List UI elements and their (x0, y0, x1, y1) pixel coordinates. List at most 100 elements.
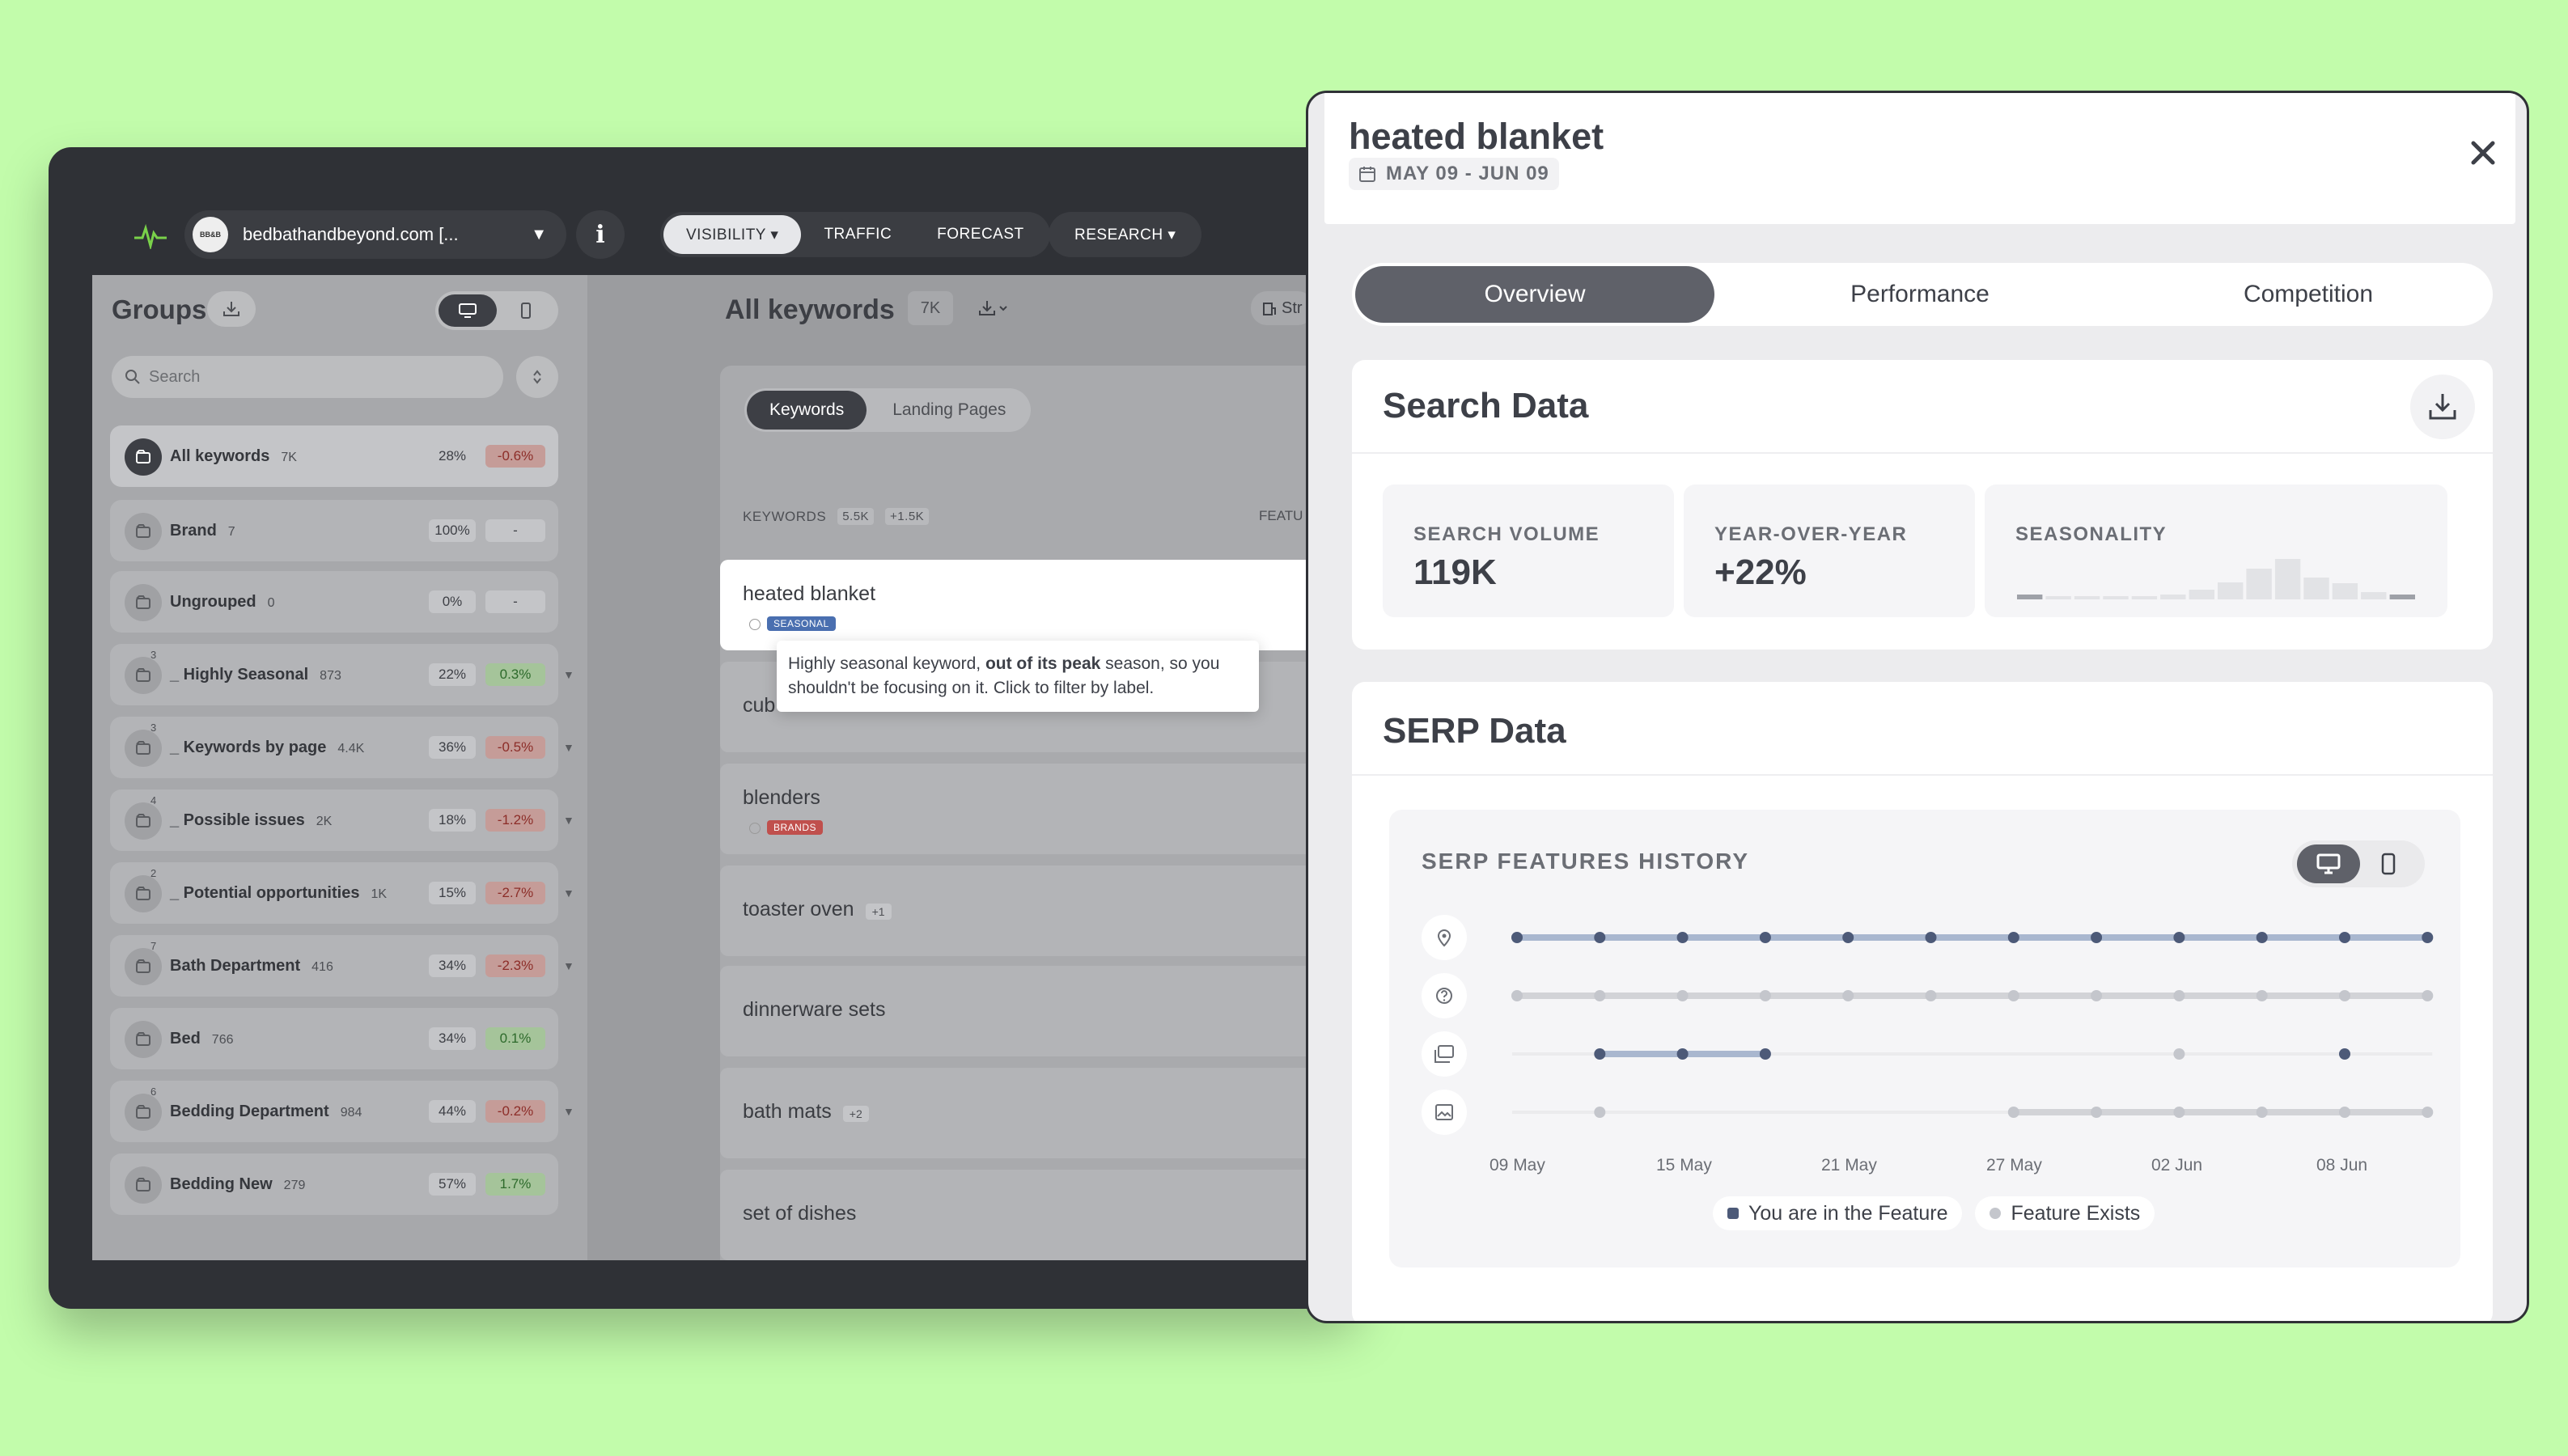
feature-point[interactable] (1676, 1048, 1689, 1060)
group-row[interactable]: All keywords 7K 28% -0.6% (110, 425, 558, 487)
group-count: 984 (340, 1105, 362, 1120)
desktop-toggle[interactable] (439, 294, 497, 327)
nav-research[interactable]: RESEARCH ▾ (1074, 226, 1176, 243)
feature-point[interactable] (2091, 1107, 2103, 1118)
feature-point[interactable] (1842, 990, 1854, 1001)
group-row[interactable]: Ungrouped 0 0% - (110, 571, 558, 633)
feature-point[interactable] (2422, 932, 2434, 943)
tab-landing-pages[interactable]: Landing Pages (892, 400, 1006, 419)
feature-point[interactable] (2256, 1107, 2268, 1118)
feature-point[interactable] (2422, 990, 2434, 1001)
feature-point[interactable] (2173, 990, 2185, 1001)
feature-point[interactable] (1759, 932, 1771, 943)
feature-point[interactable] (1594, 1048, 1606, 1060)
keyword-row[interactable]: blenders BRANDS (720, 764, 1359, 854)
site-selector[interactable]: BB&B bedbathandbeyond.com [... ▼ (184, 210, 566, 259)
serp-desktop-toggle[interactable] (2297, 844, 2360, 883)
group-row[interactable]: 3 _ Keywords by page 4.4K 36% -0.5% ▼ (110, 717, 574, 778)
feature-point[interactable] (2091, 990, 2103, 1001)
feature-point[interactable] (2007, 932, 2019, 943)
group-row[interactable]: Brand 7 100% - (110, 500, 558, 561)
groups-search-input[interactable]: Search (112, 356, 503, 398)
feature-point[interactable] (2339, 1107, 2350, 1118)
feature-point[interactable] (2173, 1048, 2185, 1060)
chevron-down-icon[interactable]: ▼ (563, 959, 574, 972)
feature-point[interactable] (2256, 932, 2268, 943)
tab-overview[interactable]: Overview (1355, 266, 1714, 323)
search-placeholder: Search (149, 367, 201, 386)
chevron-down-icon[interactable]: ▼ (563, 668, 574, 681)
feature-point[interactable] (2339, 1048, 2350, 1060)
feature-point[interactable] (1925, 990, 1937, 1001)
nav-visibility[interactable]: VISIBILITY ▾ (663, 215, 802, 254)
feature-point[interactable] (1676, 990, 1689, 1001)
feature-point[interactable] (2007, 990, 2019, 1001)
info-button[interactable]: i (576, 210, 625, 259)
feature-point[interactable] (1676, 932, 1689, 943)
feature-point[interactable] (1594, 1107, 1606, 1118)
feature-point[interactable] (2173, 1107, 2185, 1118)
top-bar: BB&B bedbathandbeyond.com [... ▼ i VISIB… (49, 147, 1359, 275)
feature-point[interactable] (2091, 932, 2103, 943)
feature-point[interactable] (1594, 932, 1606, 943)
keyword-row[interactable]: set of dishes (720, 1170, 1359, 1260)
date-range[interactable]: MAY 09 - JUN 09 (1349, 158, 1559, 190)
keywords-column-header[interactable]: KEYWORDS 5.5K +1.5K (743, 508, 930, 525)
keywords-panel: All keywords 7K Str Keywords Landing Pag… (587, 275, 1359, 1260)
feature-point[interactable] (2256, 990, 2268, 1001)
keyword-label-badge[interactable]: SEASONAL (743, 616, 842, 632)
keyword-row[interactable]: dinnerware sets (720, 966, 1359, 1056)
feature-point[interactable] (2339, 932, 2350, 943)
legend-in-feature[interactable]: You are in the Feature (1713, 1196, 1963, 1230)
nav-forecast[interactable]: FORECAST (937, 226, 1024, 243)
chevron-down-icon[interactable]: ▼ (563, 887, 574, 899)
close-button[interactable] (2464, 133, 2502, 172)
feature-point[interactable] (1759, 1048, 1771, 1060)
group-row[interactable]: 2 _ Potential opportunities 1K 15% -2.7% ▼ (110, 862, 574, 924)
group-name: _ Potential opportunities 1K (170, 884, 387, 903)
nav-traffic[interactable]: TRAFFIC (824, 226, 892, 243)
group-count: 873 (320, 668, 341, 683)
group-change: -2.3% (485, 954, 545, 977)
feature-point[interactable] (1594, 990, 1606, 1001)
feature-point[interactable] (2339, 990, 2350, 1001)
keyword-row[interactable]: toaster oven +1 (720, 866, 1359, 956)
group-row[interactable]: 4 _ Possible issues 2K 18% -1.2% ▼ (110, 789, 574, 851)
keyword-row[interactable]: bath mats +2 (720, 1068, 1359, 1158)
feature-point[interactable] (1511, 932, 1523, 943)
serp-mobile-toggle[interactable] (2357, 844, 2420, 883)
groups-export-button[interactable] (207, 291, 256, 327)
keywords-export-button[interactable] (968, 291, 1019, 325)
chevron-down-icon[interactable]: ▼ (563, 741, 574, 754)
feature-point[interactable] (2173, 932, 2185, 943)
seasonality-bar (2131, 596, 2158, 599)
group-row[interactable]: 6 Bedding Department 984 44% -0.2% ▼ (110, 1081, 574, 1142)
search-data-download-button[interactable] (2410, 375, 2475, 439)
keyword-row[interactable]: heated blanket SEASONAL (720, 560, 1359, 650)
group-name: _ Highly Seasonal 873 (170, 666, 341, 684)
legend-feature-exists[interactable]: Feature Exists (1975, 1196, 2155, 1230)
features-column-header[interactable]: FEATU (1259, 508, 1303, 523)
strategy-button[interactable]: Str (1251, 291, 1314, 325)
group-row[interactable]: Bedding New 279 57% 1.7% (110, 1153, 558, 1215)
feature-point[interactable] (1925, 932, 1937, 943)
tab-competition[interactable]: Competition (2243, 281, 2374, 307)
group-row[interactable]: 7 Bath Department 416 34% -2.3% ▼ (110, 935, 574, 997)
group-row[interactable]: Bed 766 34% 0.1% (110, 1008, 558, 1069)
feature-point[interactable] (1759, 990, 1771, 1001)
feature-point[interactable] (2422, 1107, 2434, 1118)
feature-point[interactable] (2007, 1107, 2019, 1118)
sort-button[interactable] (516, 356, 558, 398)
pulse-logo-icon[interactable] (133, 220, 168, 249)
chevron-down-icon[interactable]: ▼ (563, 1105, 574, 1118)
feature-point[interactable] (1511, 990, 1523, 1001)
chevron-down-icon[interactable]: ▼ (563, 814, 574, 827)
group-row[interactable]: 3 _ Highly Seasonal 873 22% 0.3% ▼ (110, 644, 574, 705)
tab-performance[interactable]: Performance (1850, 281, 1990, 307)
keywords-header-count: 5.5K (837, 508, 875, 525)
tab-keywords[interactable]: Keywords (747, 391, 867, 430)
mobile-toggle[interactable] (497, 294, 555, 327)
serp-data-title: SERP Data (1383, 711, 1566, 751)
feature-point[interactable] (1842, 932, 1854, 943)
keyword-label-badge[interactable]: BRANDS (743, 820, 829, 836)
